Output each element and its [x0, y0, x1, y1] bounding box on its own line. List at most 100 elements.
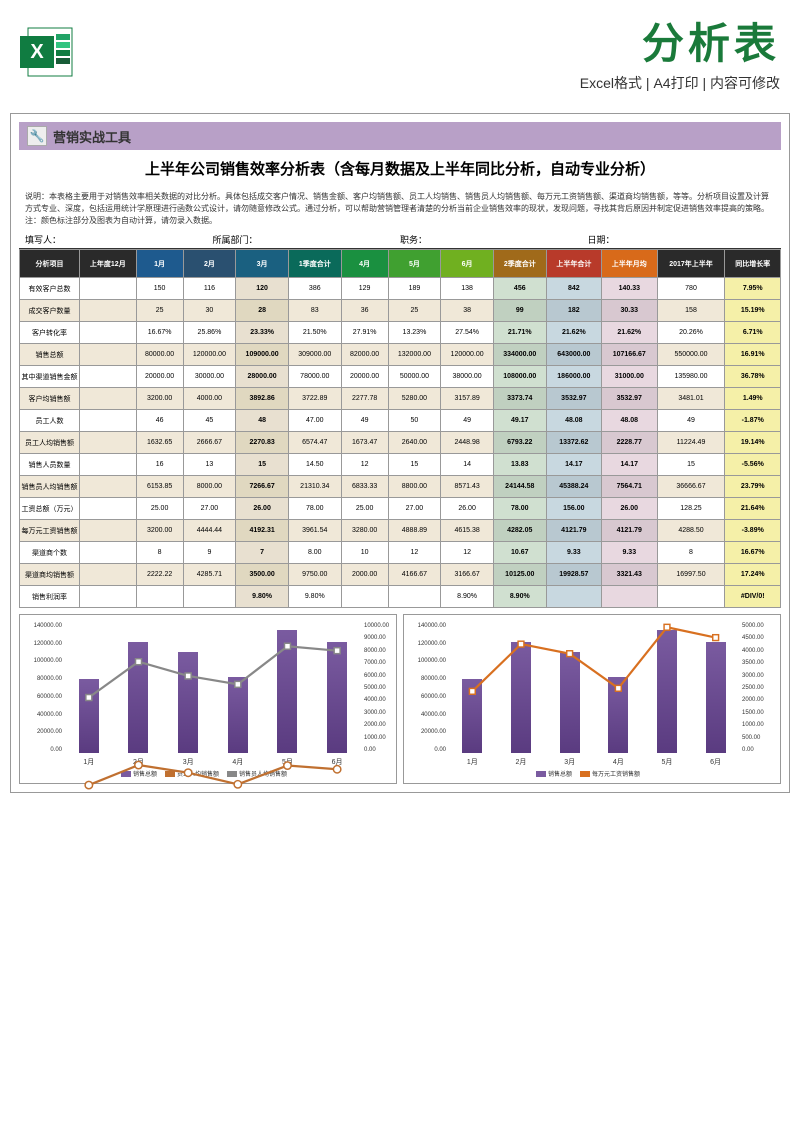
table-cell [80, 432, 137, 454]
table-cell: 13 [183, 454, 236, 476]
table-row: 员工人数46454847.0049504949.1748.0848.0849-1… [20, 410, 781, 432]
table-cell: 8 [136, 542, 183, 564]
table-cell: 8.00 [288, 542, 341, 564]
table-cell: 116 [183, 278, 236, 300]
table-cell: 8.90% [493, 586, 546, 608]
table-cell: 49.17 [493, 410, 546, 432]
table-cell: 14.17 [546, 454, 601, 476]
table-cell: -5.56% [725, 454, 781, 476]
table-cell: 129 [341, 278, 388, 300]
table-cell [80, 520, 137, 542]
column-header: 1月 [136, 250, 183, 278]
table-cell [80, 344, 137, 366]
table-row: 销售人员数量16131514.5012151413.8314.1714.1715… [20, 454, 781, 476]
meta-dept: 所属部门： [213, 233, 401, 246]
column-header: 3月 [236, 250, 289, 278]
table-cell: 4192.31 [236, 520, 289, 542]
table-cell [388, 586, 441, 608]
table-cell: 82000.00 [341, 344, 388, 366]
table-row: 客户转化率16.67%25.86%23.33%21.50%27.91%13.23… [20, 322, 781, 344]
table-cell: 48.08 [602, 410, 657, 432]
table-cell: 128.25 [657, 498, 725, 520]
table-cell: 4888.89 [388, 520, 441, 542]
table-cell: 10125.00 [493, 564, 546, 586]
table-cell: 78000.00 [288, 366, 341, 388]
table-cell: 4444.44 [183, 520, 236, 542]
table-cell: 25 [136, 300, 183, 322]
column-header: 6月 [441, 250, 494, 278]
table-cell: 21.62% [602, 322, 657, 344]
table-cell: 49 [441, 410, 494, 432]
row-label: 有效客户总数 [20, 278, 80, 300]
table-cell: 16 [136, 454, 183, 476]
table-cell: 7266.67 [236, 476, 289, 498]
table-cell: 14 [441, 454, 494, 476]
table-cell: 109000.00 [236, 344, 289, 366]
table-cell: 2000.00 [341, 564, 388, 586]
table-cell: 309000.00 [288, 344, 341, 366]
table-cell: 27.91% [341, 322, 388, 344]
chart-bar [277, 630, 297, 753]
table-cell: 120000.00 [183, 344, 236, 366]
table-cell: 20.26% [657, 322, 725, 344]
table-cell: 842 [546, 278, 601, 300]
table-cell: 4166.67 [388, 564, 441, 586]
table-cell: 25 [388, 300, 441, 322]
sub-title: Excel格式 | A4打印 | 内容可修改 [95, 73, 780, 93]
table-row: 员工人均销售额1632.652666.672270.836574.471673.… [20, 432, 781, 454]
column-header: 上半年月均 [602, 250, 657, 278]
main-title: 分析表 [95, 10, 780, 71]
table-row: 成交客户数量253028833625389918230.3315815.19% [20, 300, 781, 322]
table-row: 渠道商均销售额2222.224285.713500.009750.002000.… [20, 564, 781, 586]
chart-bar [79, 679, 99, 753]
row-label: 员工人数 [20, 410, 80, 432]
table-cell: 12 [388, 542, 441, 564]
table-cell: 2222.22 [136, 564, 183, 586]
table-cell: 7564.71 [602, 476, 657, 498]
column-header: 同比增长率 [725, 250, 781, 278]
table-cell: 8571.43 [441, 476, 494, 498]
row-label: 每万元工资销售额 [20, 520, 80, 542]
table-cell: 25.86% [183, 322, 236, 344]
chart-bar [228, 677, 248, 753]
table-cell: 138 [441, 278, 494, 300]
table-cell [602, 586, 657, 608]
wrench-icon: 🔧 [27, 126, 47, 146]
row-label: 渠道商个数 [20, 542, 80, 564]
table-cell: 46 [136, 410, 183, 432]
table-cell: 3481.01 [657, 388, 725, 410]
table-cell: 3166.67 [441, 564, 494, 586]
table-cell: 28000.00 [236, 366, 289, 388]
table-cell [80, 542, 137, 564]
table-cell: 25.00 [341, 498, 388, 520]
table-cell: 27.54% [441, 322, 494, 344]
table-cell: 14.50 [288, 454, 341, 476]
table-header-row: 分析项目上年度12月1月2月3月1季度合计4月5月6月2季度合计上半年合计上半年… [20, 250, 781, 278]
table-cell: 20000.00 [341, 366, 388, 388]
table-cell [80, 476, 137, 498]
table-cell: 3961.54 [288, 520, 341, 542]
table-cell: 17.24% [725, 564, 781, 586]
table-cell: 8.90% [441, 586, 494, 608]
chart-bar [462, 679, 482, 753]
table-cell: 10 [341, 542, 388, 564]
table-cell: 9.33 [602, 542, 657, 564]
chart-bar [560, 652, 580, 753]
table-cell: 6833.33 [341, 476, 388, 498]
table-row: 其中渠道销售金额20000.0030000.0028000.0078000.00… [20, 366, 781, 388]
row-label: 客户转化率 [20, 322, 80, 344]
table-cell: 3280.00 [341, 520, 388, 542]
table-cell: 2448.98 [441, 432, 494, 454]
table-cell: 14.17 [602, 454, 657, 476]
table-row: 客户均销售额3200.004000.003892.863722.892277.7… [20, 388, 781, 410]
table-cell: 9.80% [288, 586, 341, 608]
table-cell: 135980.00 [657, 366, 725, 388]
row-label: 客户均销售额 [20, 388, 80, 410]
table-cell: 38 [441, 300, 494, 322]
table-cell: 30.33 [602, 300, 657, 322]
table-cell [80, 322, 137, 344]
row-label: 工资总额（万元） [20, 498, 80, 520]
table-cell: 36666.67 [657, 476, 725, 498]
table-cell: 15 [657, 454, 725, 476]
table-row: 销售利润率9.80%9.80%8.90%8.90%#DIV/0! [20, 586, 781, 608]
